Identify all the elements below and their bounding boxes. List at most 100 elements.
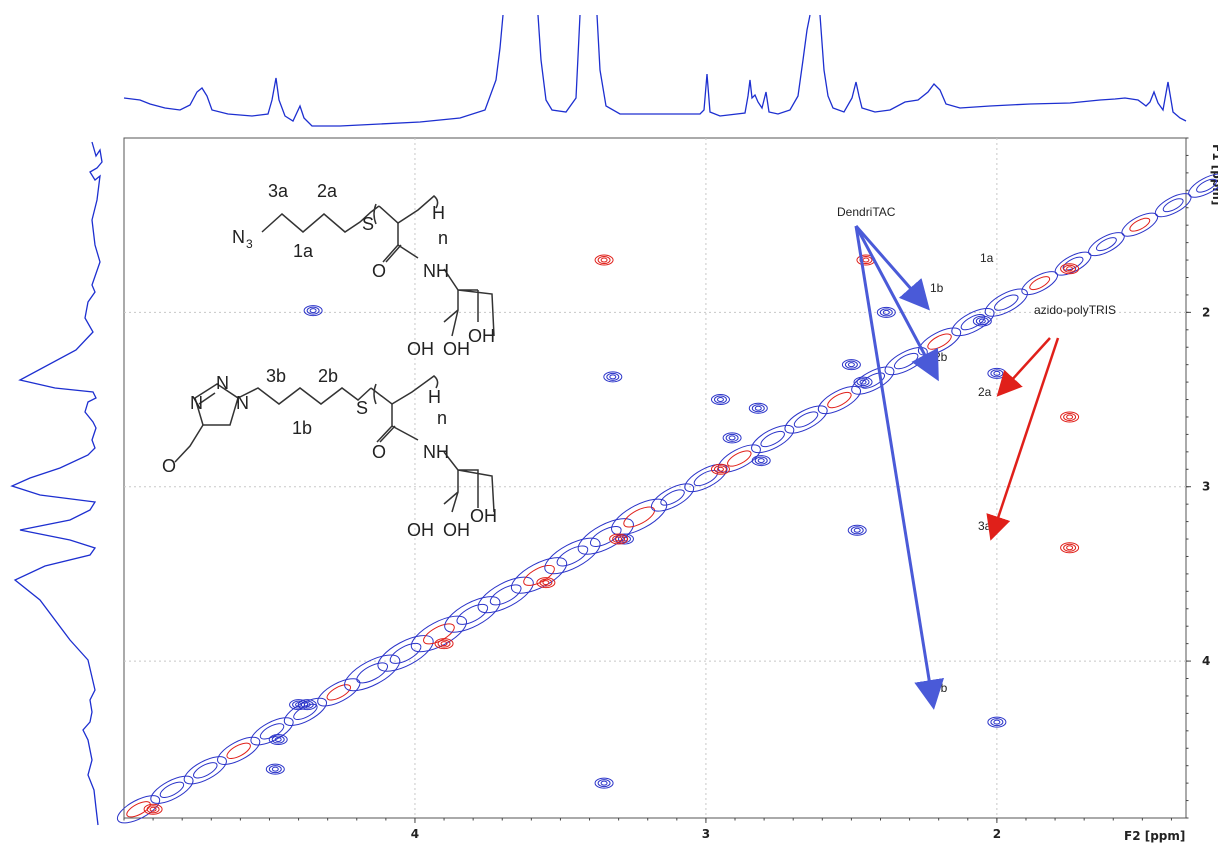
cross-peak-red: [1063, 543, 1077, 552]
cross-peak-red: [434, 638, 454, 650]
cross-peak-blue: [271, 735, 285, 744]
diagonal-contour: [751, 424, 795, 454]
cross-peak-blue: [993, 719, 1001, 725]
cross-peak-blue: [882, 309, 890, 315]
cross-peak-red: [1066, 414, 1074, 420]
cross-peak-red: [536, 577, 556, 589]
diagonal-contour-inner: [489, 584, 522, 606]
h-bottom: H: [428, 387, 441, 407]
cross-peak-blue: [859, 379, 867, 385]
azide-symbol: N: [232, 227, 245, 247]
diagonal-contour-inner: [760, 430, 785, 448]
diagonal-contour-inner: [423, 623, 455, 645]
cross-peak-blue: [274, 737, 282, 743]
diagonal-contour: [377, 635, 434, 672]
cross-peak-blue: [754, 405, 762, 411]
arrow-to-3b: [854, 225, 944, 710]
diagonal-contour: [444, 596, 501, 633]
cross-peak-blue: [292, 700, 306, 709]
diagonal-contour: [784, 405, 828, 434]
diagonal-contour-inner: [623, 506, 656, 528]
y-tick-label: 2: [1202, 305, 1210, 319]
cross-peak-red: [609, 533, 629, 545]
label-1b: 1b: [292, 418, 312, 438]
oh-3-top: OH: [468, 326, 495, 346]
cross-peak-blue: [303, 305, 323, 317]
x-axis-ticks: 4 3 2: [123, 818, 1172, 841]
diagonal-contour: [544, 537, 601, 575]
cross-peak-blue: [268, 765, 282, 774]
peak-label-1b: 1b: [930, 281, 944, 295]
cross-peak-blue: [606, 372, 620, 381]
cross-peak-blue: [844, 360, 858, 369]
diagonal-contour-inner: [226, 742, 251, 759]
cross-peak-red: [859, 256, 873, 265]
ether-oxygen: O: [162, 456, 176, 476]
y-axis-ticks: 2 3 4: [1186, 137, 1210, 819]
cross-peak-blue: [856, 378, 870, 387]
cross-peak-red: [143, 803, 163, 815]
azido-polytris-arrows: [986, 337, 1060, 541]
x-tick-label: 4: [411, 827, 419, 841]
cross-peak-red: [713, 465, 727, 474]
diagonal-contour-inner: [727, 450, 752, 467]
diagonal-contour-inner: [893, 352, 919, 370]
diagonal-contour-inner: [927, 333, 952, 350]
diagonal-contour: [884, 346, 928, 376]
cross-peaks: [143, 254, 1080, 815]
cross-peak-blue: [265, 763, 285, 775]
diagonal-contour-inner: [1029, 276, 1051, 291]
oh-3-bottom: OH: [470, 506, 497, 526]
cross-peak-red: [612, 535, 626, 544]
y-tick-label: 3: [1202, 480, 1210, 494]
diagonal-contour: [1054, 251, 1092, 276]
oh-2-bottom: OH: [443, 520, 470, 540]
cross-peak-blue: [751, 455, 771, 467]
label-3a: 3a: [268, 181, 289, 201]
cross-peak-blue: [271, 766, 279, 772]
diagonal-contour: [183, 756, 227, 785]
x-tick-label: 3: [702, 827, 710, 841]
cross-peak-red: [149, 806, 157, 812]
cross-peak-red: [600, 257, 608, 263]
diagonal-contour: [851, 366, 895, 395]
oh-1-top: OH: [407, 339, 434, 359]
cross-peak-red: [594, 254, 614, 266]
peak-label-3a: 3a: [978, 519, 992, 533]
cross-peak-blue: [609, 374, 617, 380]
diagonal-contour: [984, 288, 1028, 317]
cross-peak-blue: [722, 432, 742, 444]
cross-peak-blue: [603, 371, 623, 383]
diagonal-contour: [1188, 173, 1218, 198]
cross-peak-red: [1060, 411, 1080, 423]
diagonal-contour-inner: [556, 545, 589, 567]
triazole-n2: N: [216, 373, 229, 393]
diagonal-contour-inner: [193, 762, 218, 779]
diagonal-contour-inner: [1196, 178, 1217, 193]
diagonal-contour: [217, 736, 261, 765]
n-bottom: n: [437, 408, 447, 428]
cross-peak-blue: [710, 394, 730, 406]
peak-label-1a: 1a: [980, 251, 994, 265]
cross-peak-blue: [841, 359, 861, 371]
cross-peak-blue: [268, 734, 288, 746]
cross-peak-blue: [876, 306, 896, 318]
diagonal-contour-inner: [994, 294, 1019, 311]
o-carbonyl-bottom: O: [372, 442, 386, 462]
cross-peak-blue: [751, 404, 765, 413]
diagonal-contour: [250, 717, 294, 746]
diagonal-contour: [116, 795, 161, 824]
cross-peak-blue: [295, 702, 303, 708]
annotation-azido-polytris: azido-polyTRIS: [1034, 303, 1116, 317]
diagonal-contour-inner: [1095, 237, 1117, 252]
cross-peak-blue: [847, 524, 867, 536]
cross-peak-blue: [757, 458, 765, 464]
arrow-to-1b: [854, 225, 930, 311]
diagonal-contour: [577, 518, 634, 555]
cross-peak-red: [437, 639, 451, 648]
diagonal-contour-inner: [827, 391, 852, 409]
o-carbonyl-top: O: [372, 261, 386, 281]
cross-peak-red: [1066, 545, 1074, 551]
diagonal-contour: [1154, 193, 1192, 218]
cross-peak-red: [440, 641, 448, 647]
